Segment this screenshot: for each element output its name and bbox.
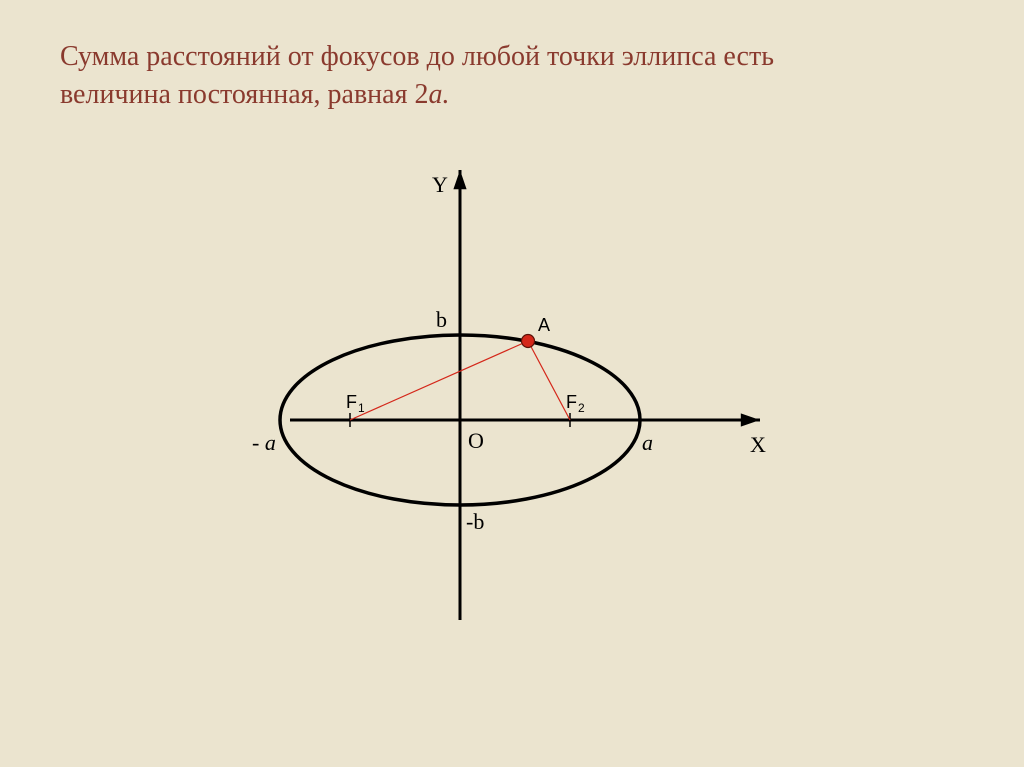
focus-f1-label: F <box>346 392 357 412</box>
ellipse-diagram: F1F2AYXOa- ab-b <box>180 140 840 640</box>
svg-text:- a: - a <box>252 430 276 455</box>
slide-title: Сумма расстояний от фокусов до любой точ… <box>60 38 984 114</box>
focus-f2-label: F <box>566 392 577 412</box>
svg-text:1: 1 <box>358 401 365 415</box>
x-axis-label: X <box>750 432 766 457</box>
svg-text:-b: -b <box>466 509 484 534</box>
slide-canvas: Сумма расстояний от фокусов до любой точ… <box>0 0 1024 767</box>
svg-text:2: 2 <box>578 401 585 415</box>
svg-text:a: a <box>642 430 653 455</box>
y-axis-label: Y <box>432 172 448 197</box>
origin-label: O <box>468 428 484 453</box>
point-a-label: A <box>538 315 550 335</box>
point-a <box>522 335 535 348</box>
svg-text:b: b <box>436 307 447 332</box>
